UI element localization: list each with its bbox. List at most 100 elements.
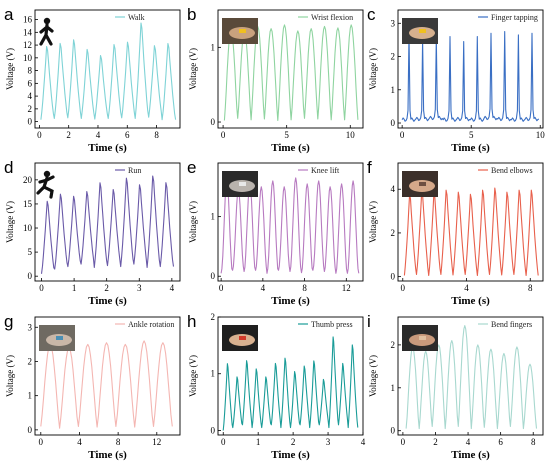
y-tick-label: 10: [23, 53, 33, 63]
chart-panel-c: c 0 5 10 0 1 2 3 Time (s) Voltage (V) Finger tappi…: [367, 5, 545, 154]
plot-frame: [397, 9, 544, 129]
y-tick-label: 1: [28, 391, 33, 401]
x-tick-label: 1: [72, 283, 77, 293]
photo-sensor: [239, 29, 246, 33]
x-tick-label: 0: [219, 283, 224, 293]
y-axis-title: Voltage (V): [5, 48, 15, 90]
y-tick-label: 2: [28, 356, 33, 366]
hand-photo: [402, 325, 438, 351]
chart-panel-d: d 0 1 2 3 4 0 5 10 15 20 Time (s) Voltage (V) Run: [4, 158, 181, 307]
y-tick-label: 4: [391, 184, 396, 194]
chart-panel-e: e 0 4 8 12 0 1 Time (s) Voltage (V) Knee lift: [187, 158, 364, 307]
x-tick-label: 4: [466, 437, 471, 447]
x-tick-label: 0: [401, 437, 406, 447]
x-tick-label: 5: [284, 130, 289, 140]
x-tick-label: 0: [39, 437, 44, 447]
y-tick-label: 0: [28, 117, 33, 127]
y-tick-label: 1: [211, 369, 216, 379]
y-tick-label: 10: [23, 223, 33, 233]
series-line-e: [220, 177, 360, 274]
y-axis-title: Voltage (V): [188, 48, 198, 90]
legend-label: Run: [128, 166, 141, 175]
panel-letter: e: [187, 158, 196, 177]
legend-label: Walk: [128, 13, 145, 22]
y-axis-title: Voltage (V): [5, 355, 15, 397]
y-tick-label: 1: [211, 42, 216, 52]
x-tick-label: 12: [152, 437, 161, 447]
photo-sensor: [56, 336, 63, 340]
legend-label: Bend elbows: [491, 166, 533, 175]
icon-head: [43, 17, 51, 25]
y-tick-label: 0: [28, 271, 33, 281]
x-tick-label: 3: [326, 437, 331, 447]
y-tick-label: 2: [391, 52, 396, 62]
y-axis-title: Voltage (V): [188, 201, 198, 243]
plot-frame: [34, 9, 181, 129]
y-axis-title: Voltage (V): [368, 355, 378, 397]
chart-panel-i: i 0 2 4 6 8 0 1 2 Time (s) Voltage (V) Bend fingers: [367, 312, 544, 461]
y-tick-label: 0: [391, 272, 396, 282]
x-tick-label: 0: [221, 130, 226, 140]
finger-photo: [402, 18, 438, 44]
legend-label: Bend fingers: [491, 320, 532, 329]
x-axis-title: Time (s): [271, 295, 310, 307]
y-tick-label: 1: [391, 383, 396, 393]
y-tick-label: 8: [28, 66, 33, 76]
thumb-photo: [222, 325, 258, 351]
x-tick-label: 2: [433, 437, 438, 447]
y-axis-title: Voltage (V): [5, 201, 15, 243]
y-tick-label: 6: [28, 78, 33, 88]
x-tick-label: 1: [256, 437, 261, 447]
y-tick-label: 1: [211, 212, 216, 222]
y-tick-label: 12: [23, 40, 32, 50]
y-tick-label: 3: [391, 18, 396, 28]
x-tick-label: 8: [154, 130, 159, 140]
photo-sensor: [239, 182, 246, 186]
y-tick-label: 0: [28, 425, 33, 435]
photo-sensor: [419, 29, 426, 33]
y-axis-title: Voltage (V): [368, 201, 378, 243]
runner-icon: [36, 170, 55, 199]
x-tick-label: 0: [37, 130, 42, 140]
plot-frame: [34, 162, 181, 282]
y-tick-label: 3: [28, 322, 33, 332]
panel-letter: i: [367, 312, 371, 331]
plot-frame: [217, 162, 364, 282]
x-tick-label: 4: [361, 437, 366, 447]
x-tick-label: 8: [302, 283, 307, 293]
panel-letter: b: [187, 5, 196, 24]
plot-frame: [397, 162, 544, 282]
x-tick-label: 10: [536, 130, 546, 140]
x-axis-title: Time (s): [451, 295, 490, 307]
walker-icon: [39, 17, 54, 46]
x-tick-label: 3: [137, 283, 142, 293]
series-line-h: [222, 336, 359, 431]
x-tick-label: 6: [498, 437, 503, 447]
legend-label: Finger tapping: [491, 13, 538, 22]
y-tick-label: 0: [391, 426, 396, 436]
photo-sensor: [419, 336, 426, 340]
panel-letter: h: [187, 312, 196, 331]
y-tick-label: 14: [23, 27, 33, 37]
x-tick-label: 0: [401, 283, 406, 293]
x-axis-title: Time (s): [271, 142, 310, 154]
plot-frame: [397, 316, 544, 436]
plot-frame: [217, 316, 364, 436]
ankle-photo: [39, 325, 75, 351]
series-line-c: [401, 31, 540, 122]
y-tick-label: 0: [211, 117, 216, 127]
y-tick-label: 4: [28, 91, 33, 101]
x-tick-label: 4: [96, 130, 101, 140]
y-axis-title: Voltage (V): [188, 355, 198, 397]
x-axis-title: Time (s): [451, 449, 490, 461]
x-tick-label: 4: [464, 283, 469, 293]
x-tick-label: 2: [66, 130, 71, 140]
panel-letter: d: [4, 158, 13, 177]
chart-panel-h: h 0 1 2 3 4 0 1 2 Time (s) Voltage (V) Thumb press: [187, 312, 366, 461]
y-tick-label: 20: [23, 175, 33, 185]
x-tick-label: 4: [261, 283, 266, 293]
series-line-d: [40, 175, 175, 274]
x-tick-label: 8: [531, 437, 536, 447]
chart-panel-b: b 0 5 10 0 1 Time (s) Voltage (V) Wrist flexion: [187, 5, 364, 154]
